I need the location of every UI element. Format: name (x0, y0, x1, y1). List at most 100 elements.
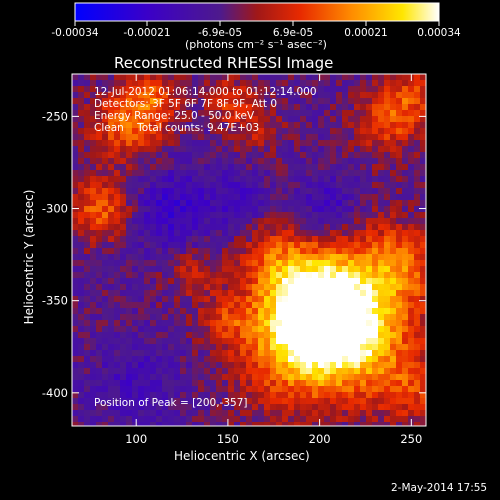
heatmap-cell (204, 320, 211, 327)
heatmap-cell (246, 74, 253, 81)
heatmap-cell (162, 122, 169, 129)
heatmap-cell (138, 392, 145, 399)
heatmap-cell (84, 86, 91, 93)
heatmap-cell (420, 110, 426, 117)
heatmap-cell (84, 176, 91, 183)
heatmap-cell (72, 206, 79, 213)
annotation-clean-counts: Clean Total counts: 9.47E+03 (94, 122, 260, 134)
heatmap-cell (78, 206, 85, 213)
heatmap-cell (204, 206, 211, 213)
heatmap-cell (138, 218, 145, 225)
heatmap-cell (384, 236, 391, 243)
heatmap-cell (378, 314, 385, 321)
heatmap-cell (150, 254, 157, 261)
heatmap-cell (246, 308, 253, 315)
heatmap-cell (264, 152, 271, 159)
heatmap-cell (318, 206, 325, 213)
heatmap-cell (162, 128, 169, 135)
heatmap-cell (198, 104, 205, 111)
heatmap-cell (186, 170, 193, 177)
heatmap-cell (96, 416, 103, 423)
heatmap-cell (372, 176, 379, 183)
heatmap-cell (216, 260, 223, 267)
heatmap-cell (228, 224, 235, 231)
heatmap-cell (126, 122, 133, 129)
heatmap-cell (72, 170, 79, 177)
heatmap-cell (390, 290, 397, 297)
heatmap-cell (408, 326, 415, 333)
heatmap-cell (390, 104, 397, 111)
heatmap-cell (354, 398, 361, 405)
heatmap-cell (108, 140, 115, 147)
heatmap-cell (270, 272, 277, 279)
heatmap-cell (108, 110, 115, 117)
heatmap-cell (198, 230, 205, 237)
heatmap-cell (384, 86, 391, 93)
heatmap-cell (126, 374, 133, 381)
heatmap-cell (282, 152, 289, 159)
heatmap-cell (84, 410, 91, 417)
heatmap-cell (126, 86, 133, 93)
heatmap-cell (150, 374, 157, 381)
heatmap-cell (126, 218, 133, 225)
heatmap-cell (342, 128, 349, 135)
heatmap-cell (330, 344, 337, 351)
heatmap-cell (300, 416, 307, 423)
heatmap-cell (270, 368, 277, 375)
heatmap-cell (72, 272, 79, 279)
heatmap-cell (210, 254, 217, 261)
heatmap-cell (126, 242, 133, 249)
heatmap-cell (156, 374, 163, 381)
heatmap-cell (114, 128, 121, 135)
heatmap-cell (114, 320, 121, 327)
heatmap-cell (270, 182, 277, 189)
heatmap-cell (108, 158, 115, 165)
heatmap-cell (228, 128, 235, 135)
heatmap-cell (102, 80, 109, 87)
heatmap-cell (180, 206, 187, 213)
heatmap-cell (360, 332, 367, 339)
heatmap-cell (138, 212, 145, 219)
heatmap-cell (186, 200, 193, 207)
heatmap-cell (132, 374, 139, 381)
heatmap-cell (336, 386, 343, 393)
heatmap-cell (198, 326, 205, 333)
heatmap-cell (102, 368, 109, 375)
heatmap-cell (96, 308, 103, 315)
heatmap-cell (228, 260, 235, 267)
heatmap-cell (324, 122, 331, 129)
heatmap-cell (150, 362, 157, 369)
heatmap-cell (174, 128, 181, 135)
heatmap-cell (312, 188, 319, 195)
heatmap-cell (282, 374, 289, 381)
heatmap-cell (420, 230, 426, 237)
heatmap-cell (342, 380, 349, 387)
heatmap-cell (420, 266, 426, 273)
heatmap-cell (282, 176, 289, 183)
heatmap-cell (102, 320, 109, 327)
heatmap-cell (234, 308, 241, 315)
heatmap-cell (288, 188, 295, 195)
heatmap-cell (222, 134, 229, 141)
heatmap-cell (252, 266, 259, 273)
heatmap-cell (162, 116, 169, 123)
heatmap-cell (288, 86, 295, 93)
heatmap-cell (396, 362, 403, 369)
heatmap-cell (228, 140, 235, 147)
heatmap-cell (144, 338, 151, 345)
heatmap-cell (336, 128, 343, 135)
heatmap-cell (300, 350, 307, 357)
heatmap-cell (198, 422, 205, 426)
heatmap-cell (420, 92, 426, 99)
heatmap-cell (252, 302, 259, 309)
heatmap-cell (252, 284, 259, 291)
heatmap-cell (342, 212, 349, 219)
heatmap-cell (156, 302, 163, 309)
heatmap-cell (216, 272, 223, 279)
heatmap-cell (210, 422, 217, 426)
heatmap-cell (84, 314, 91, 321)
heatmap-cell (228, 398, 235, 405)
heatmap-cell (240, 386, 247, 393)
heatmap-cell (336, 338, 343, 345)
heatmap-cell (210, 302, 217, 309)
